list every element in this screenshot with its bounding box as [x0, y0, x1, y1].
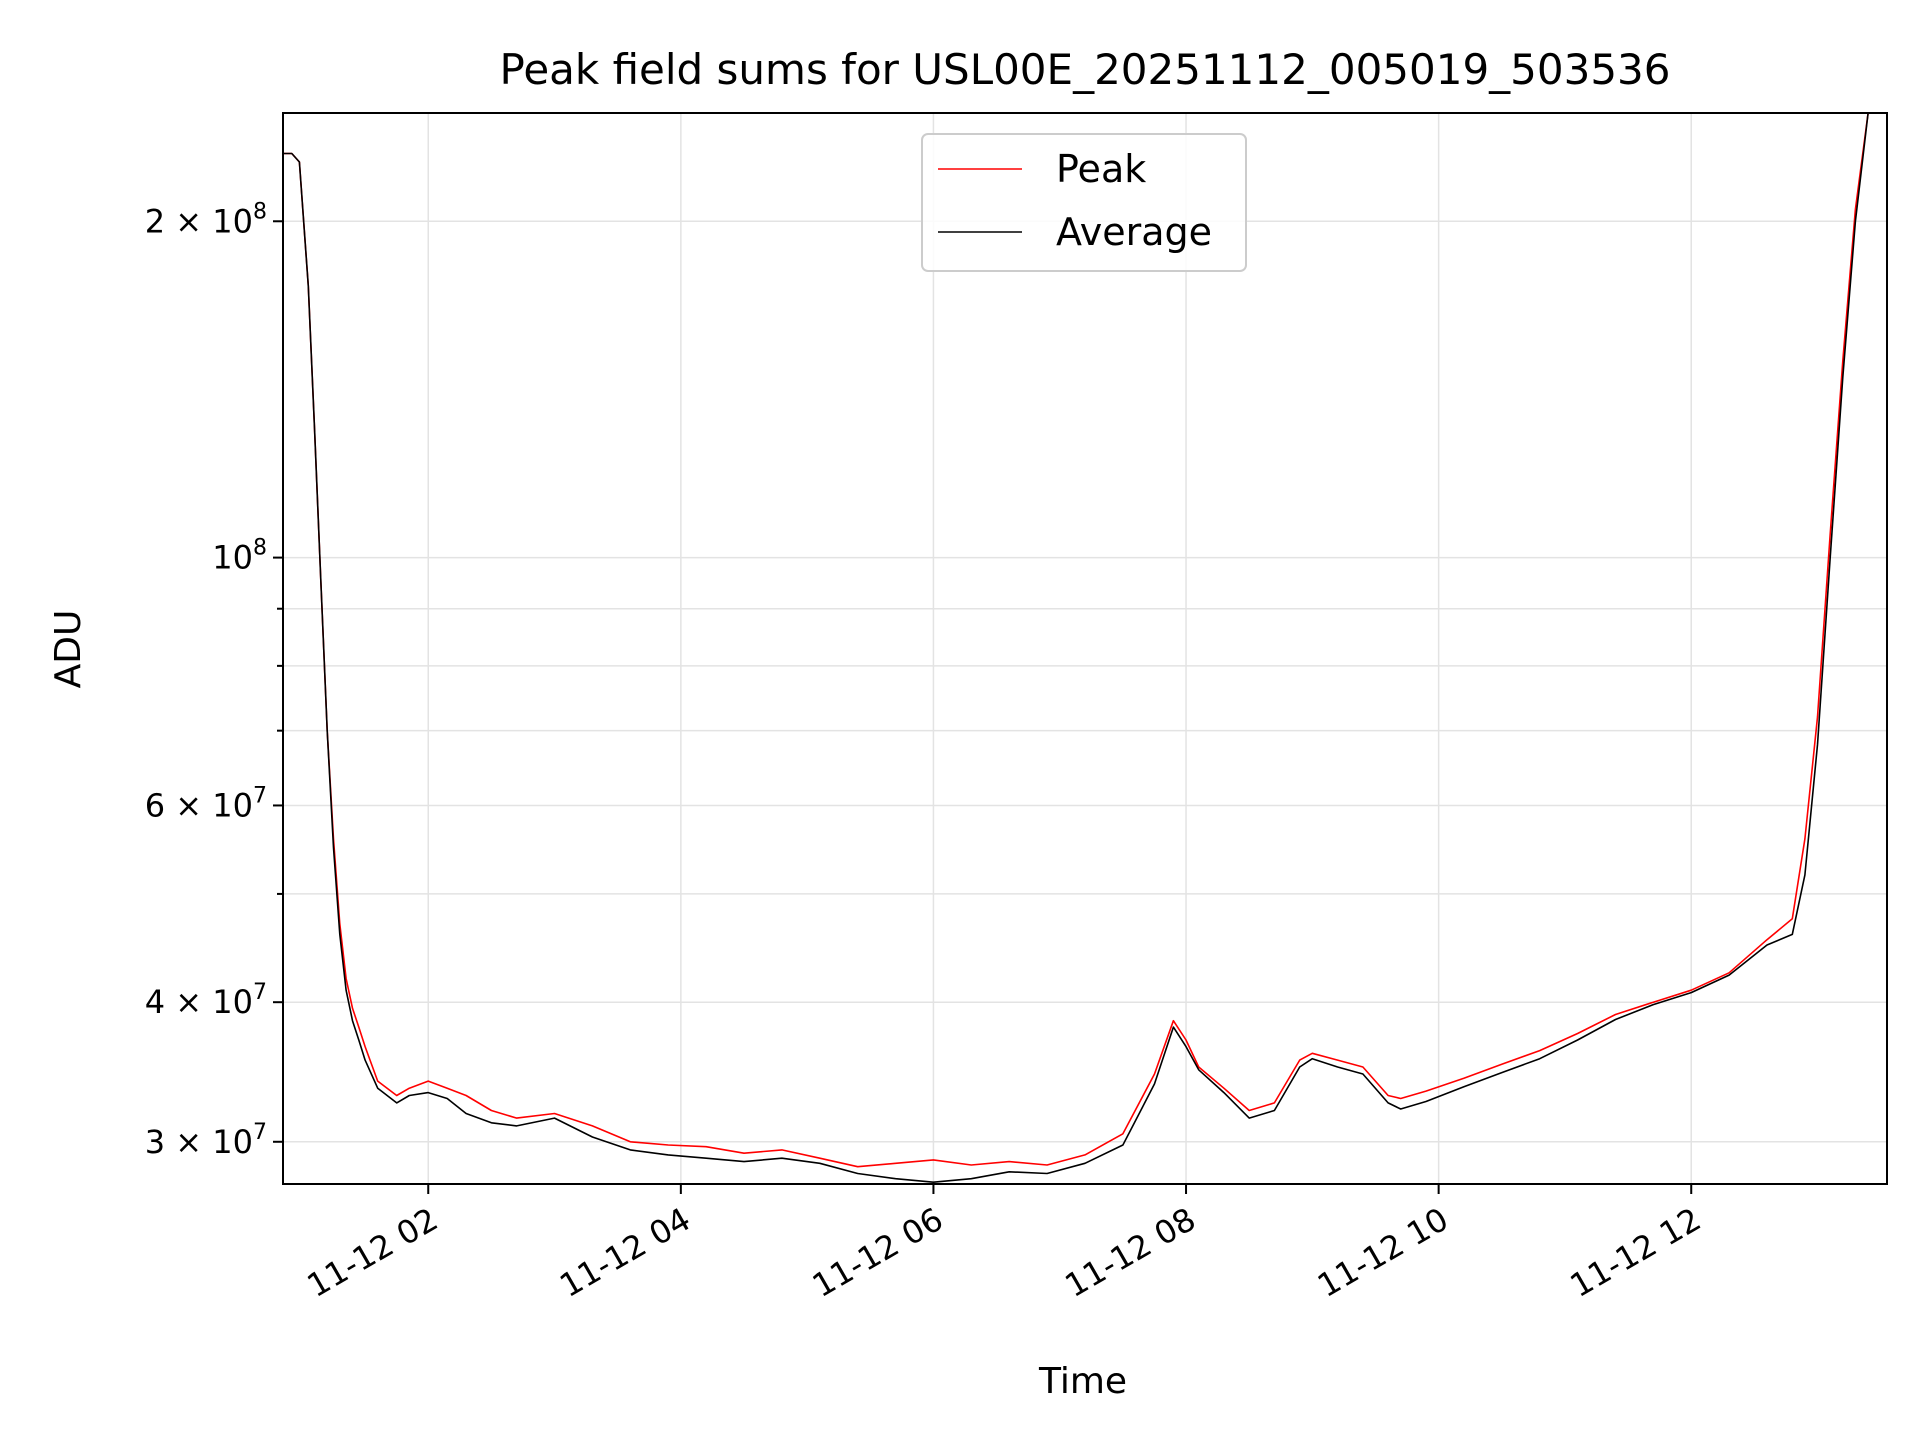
- series-line-average: [283, 113, 1887, 1183]
- chart-title: Peak field sums for USL00E_20251112_0050…: [499, 45, 1670, 94]
- y-tick-label: 108: [212, 536, 267, 577]
- x-axis-label: Time: [1038, 1361, 1127, 1402]
- plot-frame: [282, 112, 1888, 1185]
- y-axis-label: ADU: [48, 610, 89, 689]
- legend-label-peak: Peak: [1056, 147, 1146, 191]
- y-tick-label: 4 × 107: [145, 980, 267, 1021]
- legend: Peak Average: [921, 133, 1247, 272]
- y-tick-label: 6 × 107: [145, 783, 267, 824]
- y-axis: 3 × 107 4 × 107 6 × 107 108 2 × 108: [145, 199, 283, 1161]
- y-tick-label: 3 × 107: [145, 1120, 267, 1161]
- plot-area: [283, 113, 1887, 1183]
- series-layer: [283, 113, 1887, 1183]
- legend-label-average: Average: [1056, 210, 1212, 254]
- y-tick-label: 2 × 108: [145, 199, 267, 240]
- grid-lines: [283, 113, 1887, 1184]
- series-line-peak: [283, 113, 1887, 1168]
